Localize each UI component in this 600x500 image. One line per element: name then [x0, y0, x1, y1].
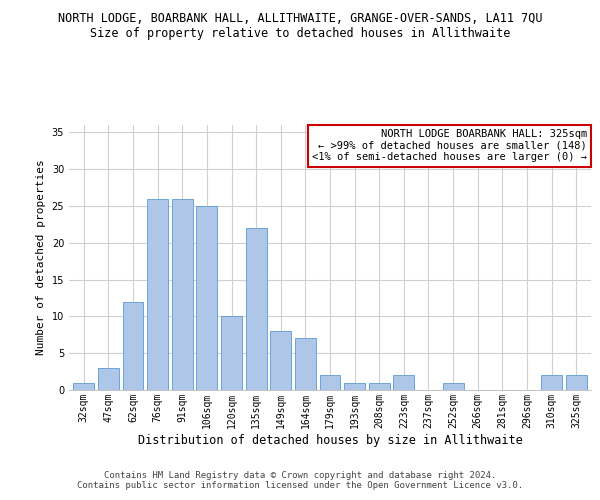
Bar: [221, 316, 242, 390]
Bar: [394, 376, 415, 390]
Bar: [147, 198, 168, 390]
X-axis label: Distribution of detached houses by size in Allithwaite: Distribution of detached houses by size …: [137, 434, 523, 446]
Bar: [270, 331, 291, 390]
Bar: [369, 382, 390, 390]
Bar: [98, 368, 119, 390]
Text: NORTH LODGE, BOARBANK HALL, ALLITHWAITE, GRANGE-OVER-SANDS, LA11 7QU: NORTH LODGE, BOARBANK HALL, ALLITHWAITE,…: [58, 12, 542, 26]
Bar: [295, 338, 316, 390]
Bar: [245, 228, 266, 390]
Y-axis label: Number of detached properties: Number of detached properties: [36, 160, 46, 356]
Bar: [566, 376, 587, 390]
Bar: [320, 376, 340, 390]
Bar: [443, 382, 464, 390]
Text: Contains HM Land Registry data © Crown copyright and database right 2024.
Contai: Contains HM Land Registry data © Crown c…: [77, 470, 523, 490]
Bar: [172, 198, 193, 390]
Bar: [122, 302, 143, 390]
Bar: [541, 376, 562, 390]
Bar: [344, 382, 365, 390]
Text: NORTH LODGE BOARBANK HALL: 325sqm
← >99% of detached houses are smaller (148)
<1: NORTH LODGE BOARBANK HALL: 325sqm ← >99%…: [312, 129, 587, 162]
Bar: [73, 382, 94, 390]
Text: Size of property relative to detached houses in Allithwaite: Size of property relative to detached ho…: [90, 28, 510, 40]
Bar: [196, 206, 217, 390]
